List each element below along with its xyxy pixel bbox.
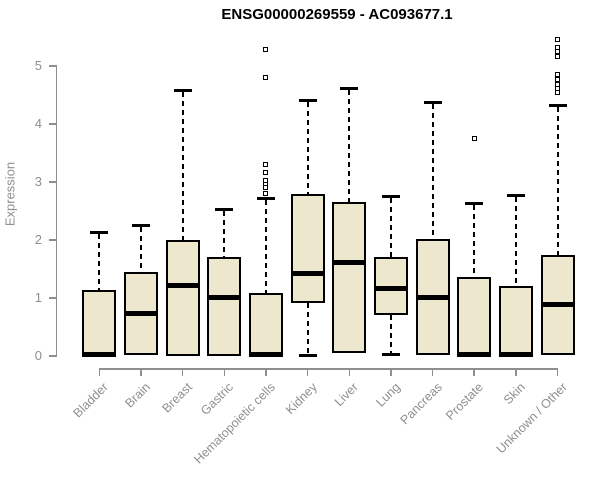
y-tick-label: 5	[34, 58, 42, 73]
x-tick	[390, 368, 392, 376]
whisker-cap-upper	[381, 194, 400, 198]
whisker-cap-upper	[423, 100, 442, 104]
outlier-point	[555, 82, 561, 88]
y-tick	[49, 123, 57, 125]
whisker-cap-upper	[256, 197, 275, 201]
y-axis-label: Expression	[2, 161, 18, 227]
whisker-cap-upper	[340, 87, 359, 91]
whisker-cap-lower	[298, 353, 317, 357]
x-tick	[556, 368, 559, 376]
outlier-point	[263, 190, 269, 196]
x-tick	[348, 368, 350, 376]
x-tick	[473, 368, 475, 376]
outlier-point	[263, 162, 269, 168]
median-line	[123, 310, 158, 316]
y-tick-label: 3	[34, 174, 42, 189]
median-line	[207, 294, 242, 300]
median-line	[540, 301, 575, 307]
outlier-point	[555, 77, 561, 83]
y-tick	[49, 355, 57, 357]
box-skin	[498, 285, 533, 356]
whisker-upper	[264, 200, 267, 293]
outlier-point	[555, 71, 561, 77]
box-hematopoietic-cells	[248, 292, 283, 356]
whisker-cap-lower	[381, 353, 400, 357]
x-tick	[306, 368, 309, 376]
whisker-upper	[348, 90, 351, 202]
x-tick	[140, 368, 142, 376]
box-kidney	[290, 194, 325, 304]
x-axis-line	[98, 368, 559, 370]
whisker-cap-upper	[506, 193, 525, 197]
x-tick	[223, 368, 226, 376]
whisker-cap-upper	[131, 223, 150, 227]
outlier-point	[555, 44, 561, 50]
outlier-point	[263, 75, 269, 81]
x-tick	[98, 368, 101, 376]
x-tick	[515, 368, 517, 376]
outlier-point	[555, 37, 561, 43]
whisker-lower	[306, 303, 309, 354]
median-line	[415, 294, 450, 300]
y-tick	[49, 239, 57, 241]
outlier-point	[263, 47, 269, 53]
y-tick	[49, 297, 57, 299]
whisker-cap-upper	[90, 231, 109, 235]
box-prostate	[457, 277, 492, 356]
x-tick	[431, 368, 434, 376]
box-breast	[165, 240, 200, 356]
chart-title: ENSG00000269559 - AC093677.1	[221, 6, 453, 23]
median-line	[332, 259, 367, 265]
box-gastric	[207, 256, 242, 356]
outlier-point	[263, 177, 269, 183]
y-tick-label: 1	[34, 290, 42, 305]
whisker-upper	[98, 234, 101, 291]
whisker-cap-upper	[548, 103, 567, 107]
whisker-upper	[306, 102, 309, 195]
box-liver	[332, 201, 367, 354]
whisker-upper	[389, 197, 392, 258]
y-tick-label: 0	[34, 348, 42, 363]
median-line	[457, 351, 492, 357]
median-line	[498, 351, 533, 357]
box-bladder	[82, 290, 117, 356]
whisker-upper	[556, 106, 559, 256]
whisker-upper	[514, 196, 517, 286]
whisker-upper	[431, 103, 434, 239]
median-line	[248, 351, 283, 357]
y-tick	[49, 181, 57, 183]
whisker-upper	[473, 204, 476, 278]
whisker-cap-upper	[215, 208, 234, 212]
outlier-point	[555, 53, 561, 59]
whisker-cap-upper	[173, 89, 192, 93]
whisker-upper	[181, 92, 184, 240]
median-line	[373, 286, 408, 292]
whisker-cap-upper	[465, 201, 484, 205]
outlier-point	[471, 136, 477, 141]
whisker-upper	[223, 211, 226, 257]
median-line	[290, 270, 325, 276]
whisker-lower	[389, 315, 392, 354]
y-tick	[49, 65, 57, 67]
y-tick-label: 2	[34, 232, 42, 247]
whisker-cap-upper	[298, 99, 317, 103]
x-tick	[265, 368, 267, 376]
median-line	[165, 282, 200, 288]
median-line	[82, 351, 117, 357]
y-axis-line	[55, 65, 57, 357]
outlier-point	[263, 170, 269, 176]
x-tick	[181, 368, 184, 376]
whisker-upper	[139, 226, 142, 272]
y-tick-label: 4	[34, 116, 42, 131]
